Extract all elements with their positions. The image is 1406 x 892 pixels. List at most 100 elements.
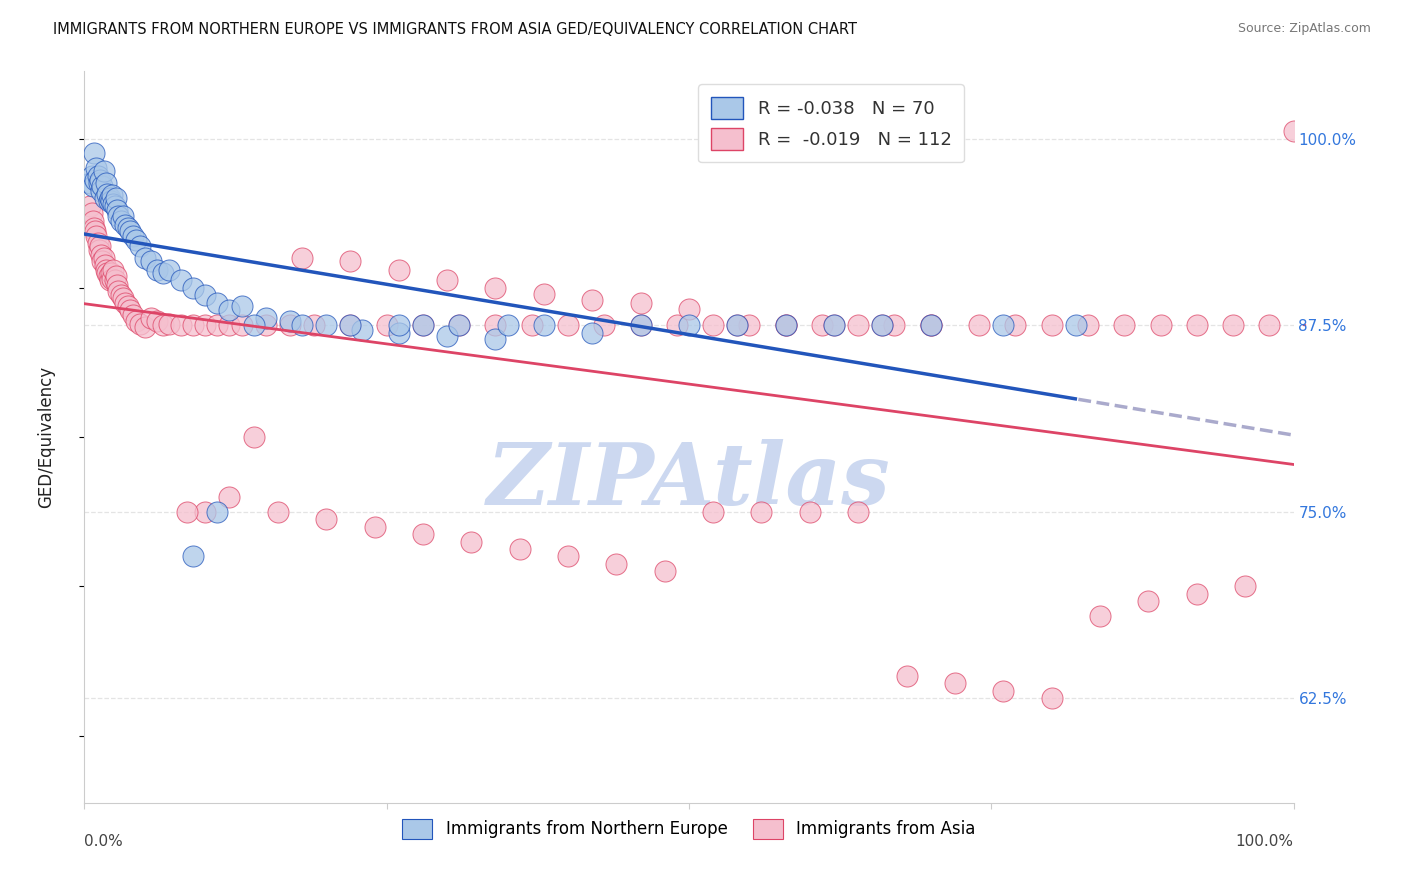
Point bbox=[207, 505, 229, 519]
Point bbox=[84, 224, 107, 238]
Point bbox=[97, 268, 120, 283]
Point bbox=[104, 268, 127, 283]
Point bbox=[352, 323, 374, 337]
Point bbox=[581, 293, 603, 307]
Point bbox=[139, 310, 162, 325]
Point bbox=[101, 188, 124, 202]
Point bbox=[110, 288, 132, 302]
Point bbox=[557, 318, 579, 332]
Point bbox=[87, 244, 110, 258]
Point bbox=[896, 669, 918, 683]
Point bbox=[86, 161, 108, 176]
Point bbox=[207, 318, 229, 332]
Point bbox=[339, 318, 361, 332]
Point bbox=[96, 266, 118, 280]
Point bbox=[134, 251, 156, 265]
Point bbox=[388, 263, 411, 277]
Point bbox=[412, 318, 434, 332]
Point bbox=[114, 218, 136, 232]
Point bbox=[120, 303, 142, 318]
Point bbox=[103, 263, 125, 277]
Point bbox=[460, 534, 482, 549]
Point bbox=[1258, 318, 1281, 332]
Point bbox=[678, 318, 700, 332]
Point bbox=[93, 251, 115, 265]
Point bbox=[388, 326, 411, 340]
Point bbox=[86, 235, 108, 250]
Text: 0.0%: 0.0% bbox=[84, 833, 124, 848]
Point bbox=[315, 318, 337, 332]
Point bbox=[278, 313, 301, 327]
Point bbox=[242, 430, 264, 444]
Point bbox=[90, 248, 112, 262]
Text: IMMIGRANTS FROM NORTHERN EUROPE VS IMMIGRANTS FROM ASIA GED/EQUIVALENCY CORRELAT: IMMIGRANTS FROM NORTHERN EUROPE VS IMMIG… bbox=[53, 22, 858, 37]
Point bbox=[1088, 609, 1111, 624]
Point bbox=[702, 318, 724, 332]
Point bbox=[1185, 318, 1208, 332]
Point bbox=[107, 284, 129, 298]
Point bbox=[93, 164, 115, 178]
Point bbox=[91, 179, 114, 194]
Point bbox=[129, 239, 152, 253]
Point bbox=[751, 505, 773, 519]
Point bbox=[101, 272, 124, 286]
Point bbox=[254, 318, 277, 332]
Point bbox=[94, 191, 117, 205]
Point bbox=[775, 318, 797, 332]
Point bbox=[152, 318, 174, 332]
Point bbox=[89, 173, 111, 187]
Point bbox=[218, 490, 240, 504]
Point bbox=[593, 318, 616, 332]
Point bbox=[82, 179, 104, 194]
Text: 100.0%: 100.0% bbox=[1236, 833, 1294, 848]
Point bbox=[630, 295, 652, 310]
Point bbox=[388, 318, 411, 332]
Point bbox=[363, 519, 385, 533]
Point bbox=[811, 318, 834, 332]
Point bbox=[80, 206, 103, 220]
Point bbox=[533, 318, 555, 332]
Point bbox=[83, 221, 105, 235]
Point bbox=[775, 318, 797, 332]
Text: ZIPAtlas: ZIPAtlas bbox=[486, 439, 891, 523]
Point bbox=[134, 319, 156, 334]
Point bbox=[207, 295, 229, 310]
Point bbox=[823, 318, 845, 332]
Point bbox=[967, 318, 990, 332]
Point bbox=[267, 505, 290, 519]
Point bbox=[103, 197, 125, 211]
Point bbox=[920, 318, 942, 332]
Point bbox=[90, 184, 112, 198]
Point bbox=[520, 318, 543, 332]
Point bbox=[83, 146, 105, 161]
Point bbox=[170, 273, 193, 287]
Point bbox=[654, 565, 676, 579]
Point bbox=[121, 308, 143, 322]
Point bbox=[436, 273, 458, 287]
Point bbox=[181, 318, 204, 332]
Point bbox=[231, 299, 253, 313]
Point bbox=[1149, 318, 1171, 332]
Point bbox=[82, 213, 104, 227]
Point bbox=[846, 318, 869, 332]
Point bbox=[96, 186, 118, 201]
Point bbox=[98, 273, 121, 287]
Point bbox=[218, 303, 240, 318]
Point bbox=[146, 263, 169, 277]
Point bbox=[846, 505, 869, 519]
Point bbox=[496, 318, 519, 332]
Point bbox=[110, 213, 132, 227]
Point bbox=[484, 281, 506, 295]
Point bbox=[79, 177, 101, 191]
Point bbox=[883, 318, 905, 332]
Point bbox=[291, 251, 314, 265]
Point bbox=[89, 239, 111, 253]
Point bbox=[194, 505, 217, 519]
Point bbox=[181, 281, 204, 295]
Point bbox=[112, 291, 135, 305]
Point bbox=[87, 177, 110, 191]
Point bbox=[339, 318, 361, 332]
Point bbox=[1114, 318, 1136, 332]
Point bbox=[872, 318, 894, 332]
Point bbox=[100, 194, 122, 209]
